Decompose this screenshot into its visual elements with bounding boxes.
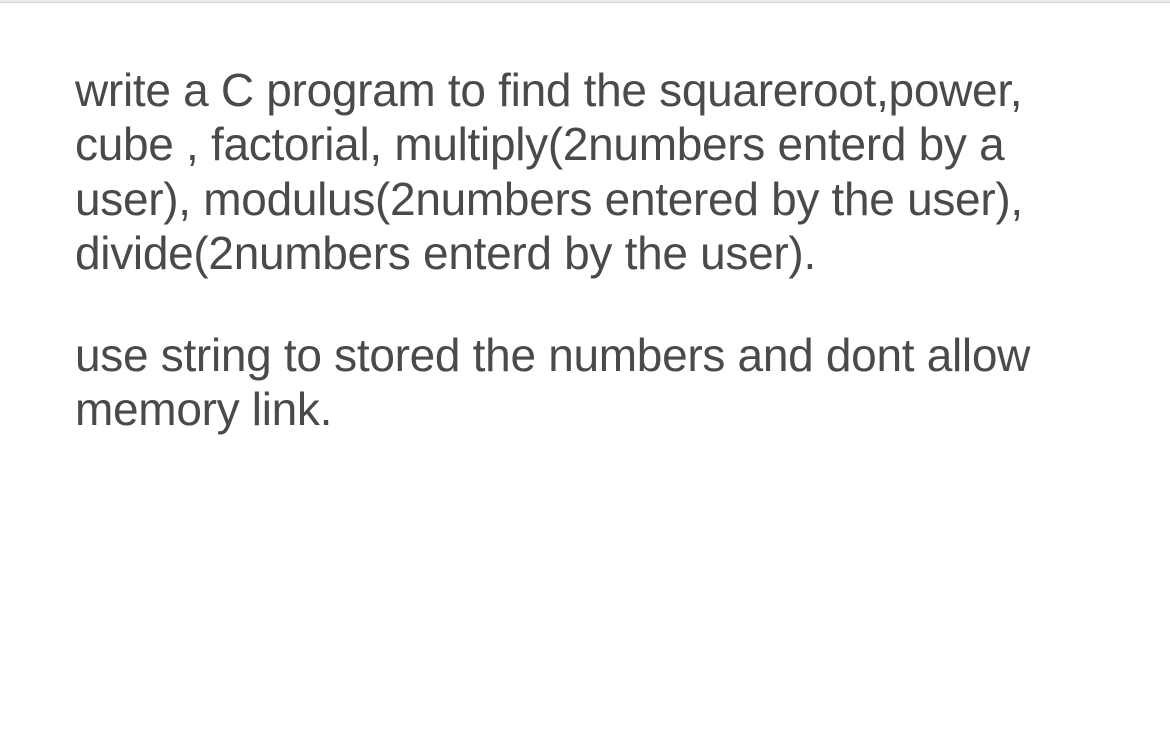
paragraph-1: write a C program to find the squareroot… — [75, 63, 1095, 280]
document-content: write a C program to find the squareroot… — [0, 3, 1170, 437]
paragraph-2: use string to stored the numbers and don… — [75, 328, 1095, 437]
